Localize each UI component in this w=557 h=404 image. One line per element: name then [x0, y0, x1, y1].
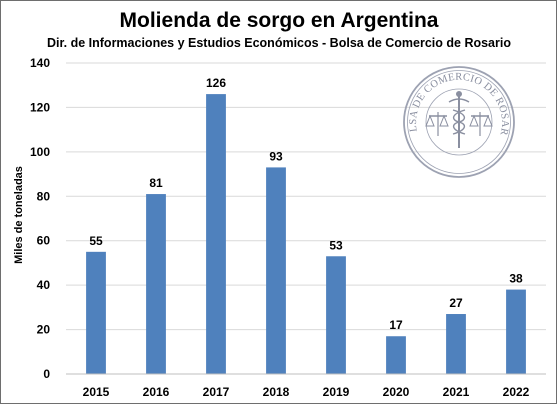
watermark-seal: BOLSA DE COMERCIO DE ROSARIO [403, 66, 515, 178]
data-label-2020: 17 [389, 318, 403, 332]
data-label-2015: 55 [89, 234, 103, 248]
bars [86, 94, 526, 374]
bar-2022 [506, 289, 526, 374]
y-tick-label: 20 [37, 323, 51, 337]
bar-2019 [326, 256, 346, 374]
x-tick-label: 2018 [263, 385, 290, 399]
chart-subtitle: Dir. de Informaciones y Estudios Económi… [47, 36, 511, 50]
data-label-2016: 81 [149, 176, 163, 190]
gridlines [66, 62, 546, 331]
data-labels: 55 81 126 93 53 17 27 38 [89, 76, 523, 332]
x-tick-label: 2022 [503, 385, 530, 399]
y-tick-label: 60 [37, 234, 51, 248]
data-label-2017: 126 [206, 76, 226, 90]
x-tick-label: 2016 [143, 385, 170, 399]
data-label-2019: 53 [329, 238, 343, 252]
data-label-2021: 27 [449, 296, 463, 310]
bar-2017 [206, 94, 226, 374]
chart-title: Molienda de sorgo en Argentina [120, 9, 439, 32]
y-tick-label: 100 [30, 145, 50, 159]
bar-2021 [446, 314, 466, 374]
x-tick-label: 2019 [323, 385, 350, 399]
bar-2020 [386, 336, 406, 374]
bar-2016 [146, 194, 166, 374]
y-axis-label: Miles de toneladas [13, 166, 25, 264]
x-tick-label: 2017 [203, 385, 230, 399]
y-axis-ticks: 0 20 40 60 80 100 120 140 [30, 56, 50, 381]
y-tick-label: 120 [30, 100, 50, 114]
data-label-2018: 93 [269, 149, 283, 163]
y-tick-label: 140 [30, 56, 50, 70]
x-tick-label: 2020 [383, 385, 410, 399]
y-tick-label: 0 [43, 367, 50, 381]
x-axis-ticks: 2015 2016 2017 2018 2019 2020 2021 2022 [83, 385, 530, 399]
data-label-2022: 38 [509, 272, 523, 286]
x-tick-label: 2021 [443, 385, 470, 399]
bar-2015 [86, 251, 106, 374]
bar-2018 [266, 167, 286, 374]
y-tick-label: 40 [37, 278, 51, 292]
y-tick-label: 80 [37, 189, 51, 203]
x-tick-label: 2015 [83, 385, 110, 399]
